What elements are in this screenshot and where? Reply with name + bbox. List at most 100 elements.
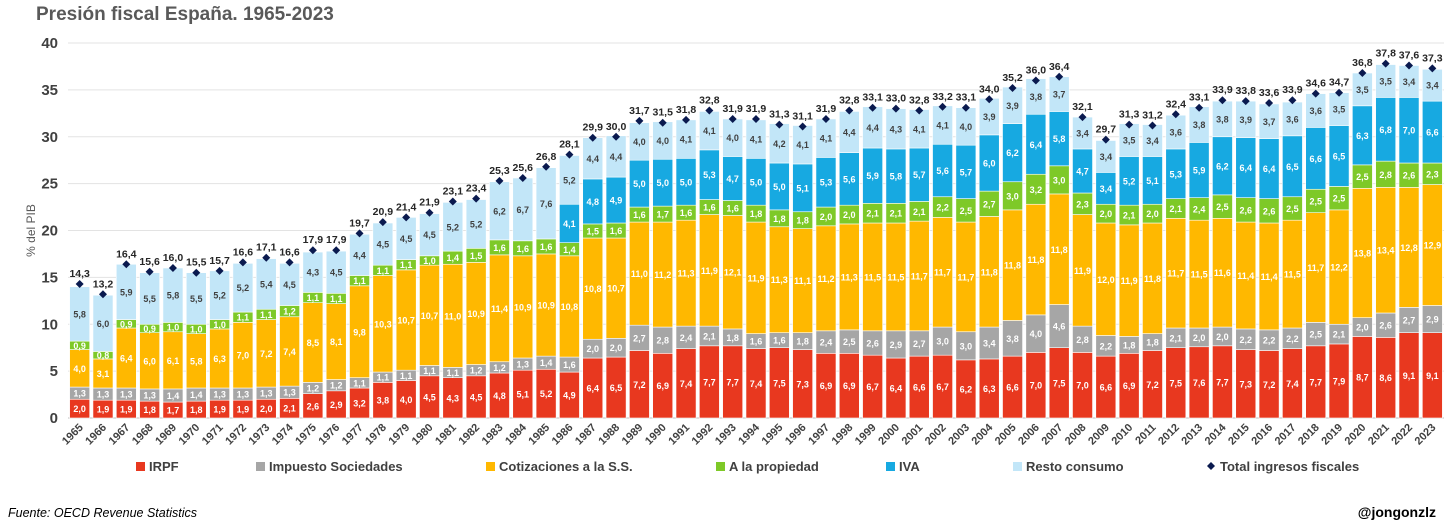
data-label: 4,3 <box>890 124 903 134</box>
data-label: 3,0 <box>1006 191 1019 201</box>
data-label: 3,8 <box>1006 334 1019 344</box>
data-label: 5,6 <box>843 174 856 184</box>
total-label: 32,8 <box>839 95 860 107</box>
total-marker <box>1008 84 1017 92</box>
data-label: 1,2 <box>493 363 506 373</box>
data-label: 2,3 <box>1076 199 1089 209</box>
total-marker <box>425 208 434 217</box>
total-marker <box>1078 113 1087 122</box>
data-label: 11,8 <box>1004 261 1021 271</box>
total-label: 37,3 <box>1422 52 1443 64</box>
chart-canvas: 0 5 10 15 20 25 30 35 40 % del PIB 2,0 1,3 4,0 0,9 5,8… <box>24 35 1444 474</box>
data-label: 7,4 <box>750 379 763 389</box>
total-label: 21,9 <box>419 197 440 209</box>
data-label: 4,5 <box>400 234 413 244</box>
data-label: 4,5 <box>423 392 436 402</box>
data-label: 2,0 <box>1146 209 1159 219</box>
data-label: 11,3 <box>678 269 695 279</box>
total-marker <box>495 176 504 185</box>
data-label: 7,4 <box>680 379 693 389</box>
total-marker <box>1358 69 1367 77</box>
x-tick-label: 1973 <box>247 422 273 448</box>
data-label: 11,2 <box>654 270 671 280</box>
data-label: 6,9 <box>656 381 669 391</box>
data-label: 7,6 <box>540 199 553 209</box>
data-label: 1,6 <box>750 337 763 347</box>
total-label: 16,4 <box>116 248 137 260</box>
x-tick-label: 2012 <box>1156 422 1182 448</box>
data-label: 3,8 <box>1030 92 1043 102</box>
data-label: 9,8 <box>353 327 366 337</box>
data-label: 1,3 <box>143 391 156 401</box>
data-label: 3,4 <box>1076 129 1089 139</box>
data-label: 2,0 <box>820 212 833 222</box>
data-label: 4,3 <box>307 268 320 278</box>
data-label: 11,0 <box>444 311 461 321</box>
data-label: 5,4 <box>260 279 273 289</box>
data-label: 6,3 <box>1356 131 1369 141</box>
total-label: 23,4 <box>466 183 487 195</box>
data-label: 5,7 <box>913 170 926 180</box>
author-credit: @jongonzlz <box>1357 504 1436 520</box>
data-label: 10,8 <box>561 302 579 312</box>
data-label: 1,4 <box>167 391 180 401</box>
data-label: 6,1 <box>167 356 180 366</box>
data-label: 4,5 <box>283 280 296 290</box>
total-marker <box>658 118 667 127</box>
total-marker <box>542 162 551 171</box>
total-label: 34,0 <box>979 83 1000 95</box>
total-label: 16,6 <box>279 246 300 258</box>
total-marker <box>332 246 341 255</box>
total-marker <box>1311 89 1320 98</box>
data-label: 3,8 <box>377 396 390 406</box>
data-label: 2,1 <box>866 209 879 219</box>
data-label: 5,9 <box>120 287 133 297</box>
data-label: 1,9 <box>120 405 133 415</box>
data-label: 2,0 <box>1216 332 1229 342</box>
total-label: 29,7 <box>1096 124 1117 136</box>
data-label: 1,1 <box>330 294 343 304</box>
y-tick-label: 20 <box>41 223 58 240</box>
data-label: 6,4 <box>586 384 599 394</box>
total-marker <box>1428 64 1437 73</box>
data-label: 6,0 <box>983 159 996 169</box>
data-label: 1,1 <box>400 371 413 381</box>
data-label: 1,7 <box>656 210 669 220</box>
total-label: 15,7 <box>209 255 230 267</box>
total-label: 19,7 <box>349 217 370 229</box>
x-tick-label: 2020 <box>1343 422 1369 448</box>
data-label: 5,6 <box>936 166 949 176</box>
data-label: 4,1 <box>703 126 716 136</box>
total-label: 31,2 <box>1142 110 1163 122</box>
x-tick-label: 1986 <box>550 422 576 448</box>
x-tick-label: 1995 <box>760 422 786 448</box>
legend-label: Resto consumo <box>1026 459 1124 474</box>
data-label: 5,1 <box>1146 176 1159 186</box>
data-label: 3,4 <box>1403 77 1416 87</box>
total-label: 32,1 <box>1072 101 1093 113</box>
data-label: 1,5 <box>470 251 483 261</box>
data-label: 1,8 <box>750 209 763 219</box>
data-label: 6,7 <box>936 382 949 392</box>
data-label: 12,1 <box>724 268 742 278</box>
data-label: 1,6 <box>680 208 693 218</box>
data-label: 0,9 <box>73 341 86 351</box>
data-label: 3,8 <box>1216 114 1229 124</box>
data-label: 1,6 <box>610 226 623 236</box>
legend-label: IVA <box>899 459 920 474</box>
data-label: 1,1 <box>237 313 250 323</box>
data-label: 11,4 <box>1237 271 1254 281</box>
data-label: 6,3 <box>983 384 996 394</box>
data-label: 1,9 <box>237 405 250 415</box>
data-label: 3,4 <box>983 339 996 349</box>
data-label: 9,1 <box>1403 371 1416 381</box>
data-label: 1,3 <box>237 390 250 400</box>
data-label: 2,5 <box>1286 204 1299 214</box>
data-label: 2,0 <box>610 343 623 353</box>
data-label: 11,5 <box>1284 270 1301 280</box>
total-marker <box>565 150 574 159</box>
data-label: 6,5 <box>610 383 623 393</box>
x-tick-label: 1989 <box>620 422 646 448</box>
data-label: 4,1 <box>750 135 763 145</box>
data-label: 11,7 <box>957 272 974 282</box>
